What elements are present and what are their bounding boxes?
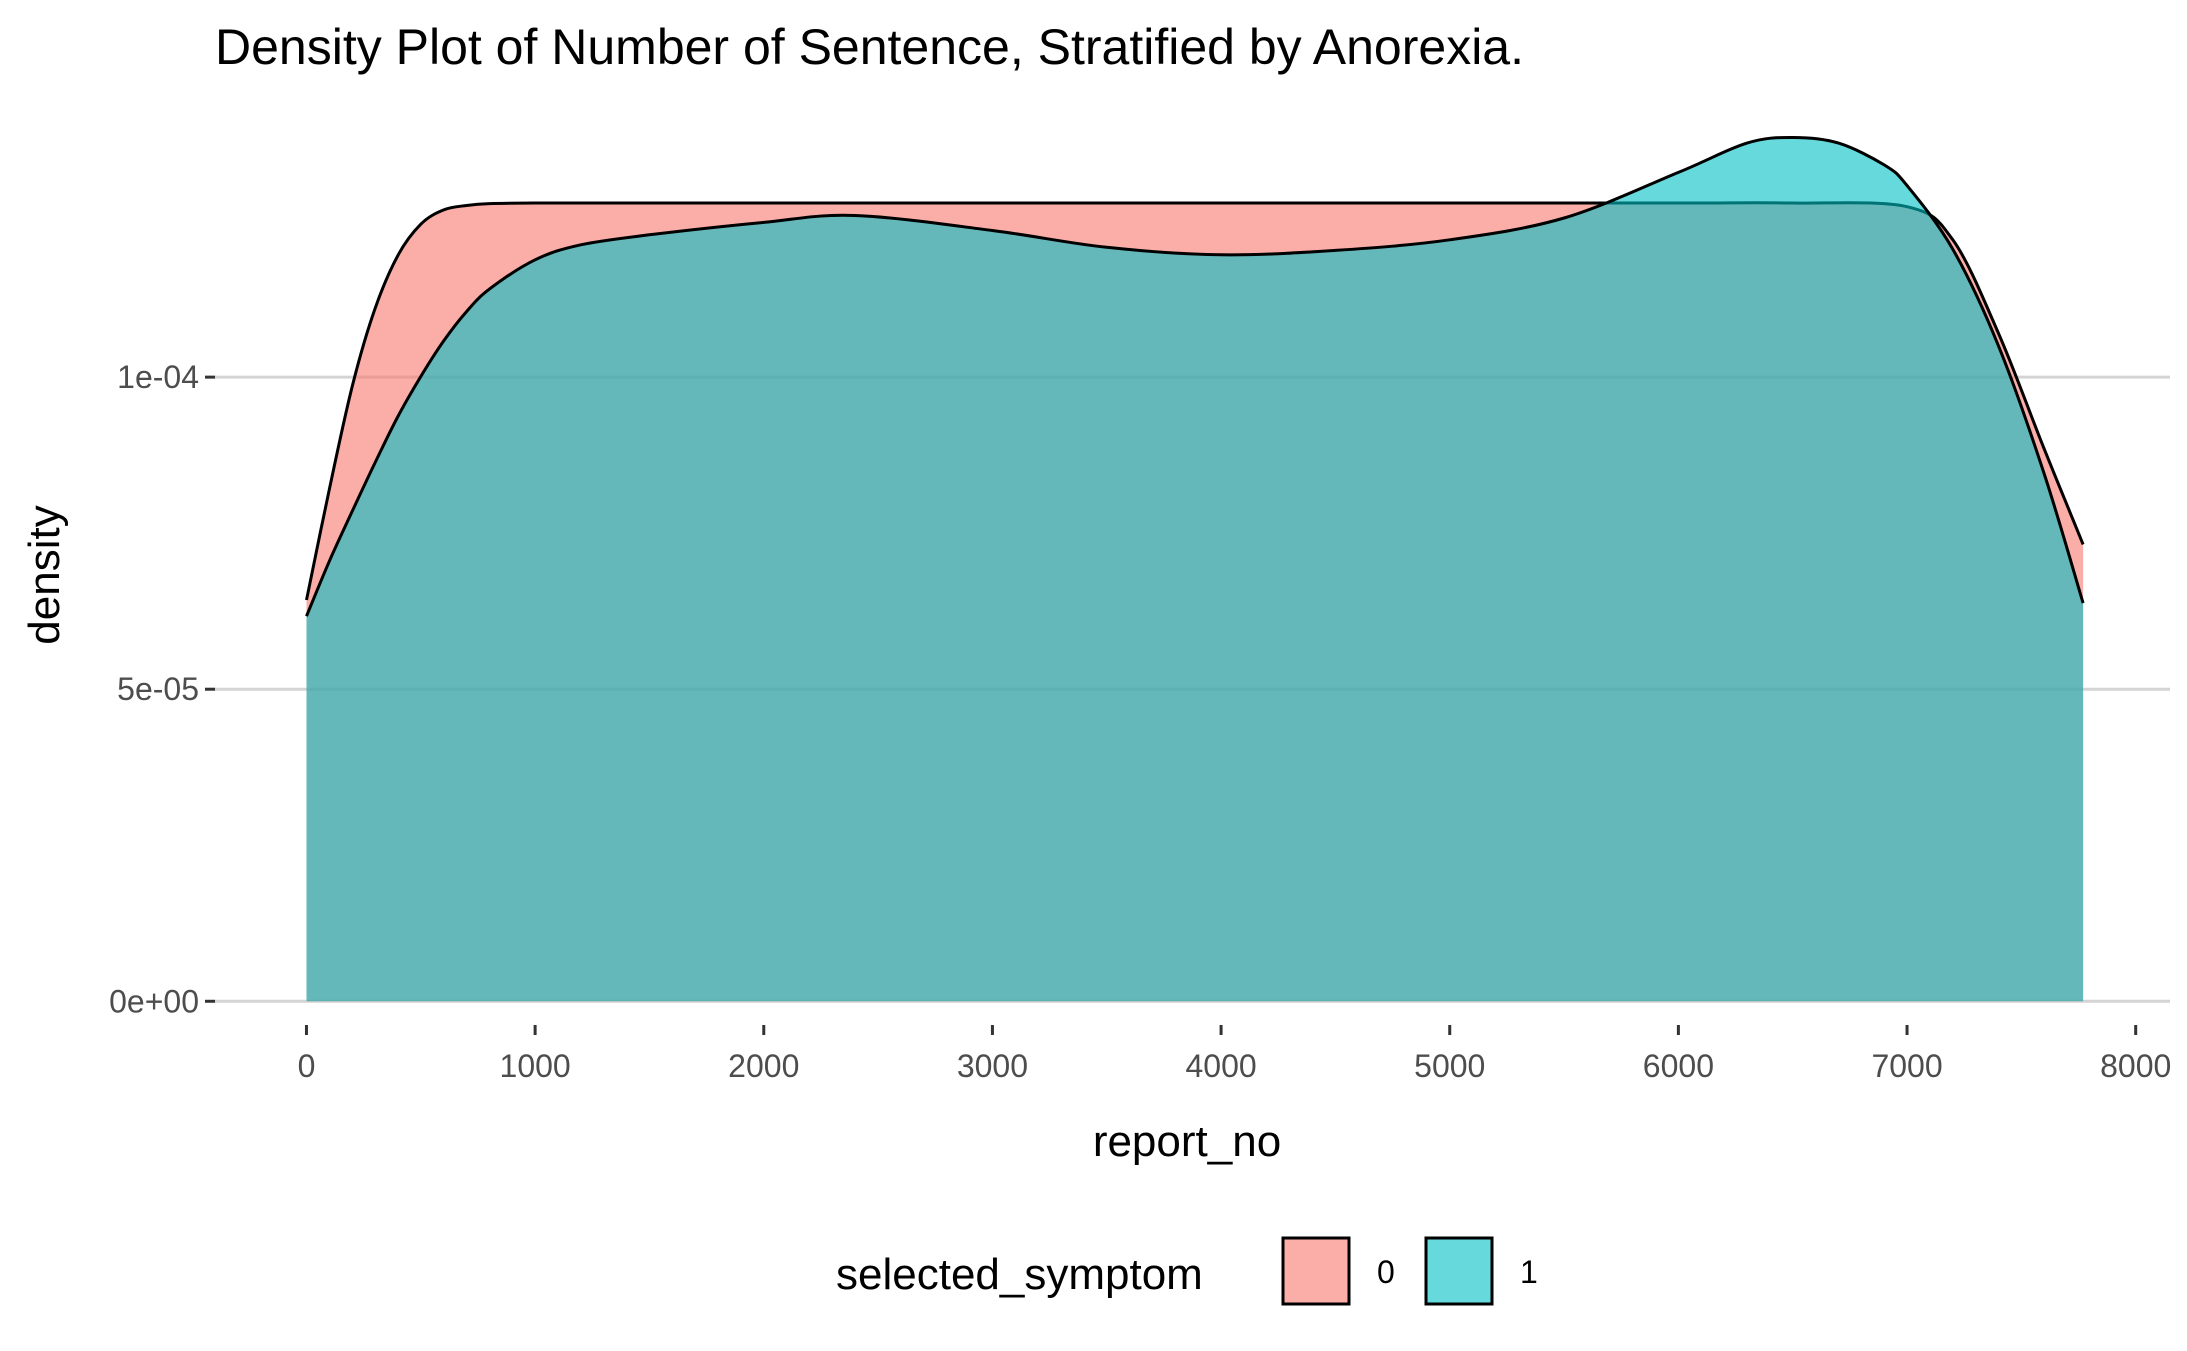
density-area-1 [306, 137, 2084, 1002]
density-line-1 [305, 135, 2085, 617]
x-tick-label: 0 [298, 1048, 316, 1084]
legend-key-0 [1281, 1236, 1351, 1306]
y-tick-label: 0e+00 [109, 983, 199, 1019]
legend-label-0: 0 [1377, 1254, 1395, 1290]
x-axis: 0 1000 2000 3000 4000 5000 6000 7000 8000 [298, 1025, 2171, 1084]
x-tick-label: 5000 [1414, 1048, 1485, 1084]
y-axis: 0e+00 5e-05 1e-04 [109, 359, 215, 1019]
y-tick-label: 1e-04 [117, 359, 199, 395]
legend: selected_symptom 0 1 [836, 1236, 1538, 1306]
chart-title: Density Plot of Number of Sentence, Stra… [215, 19, 1524, 75]
x-tick-label: 1000 [500, 1048, 571, 1084]
x-tick-label: 7000 [1871, 1048, 1942, 1084]
x-tick-label: 8000 [2100, 1048, 2171, 1084]
legend-key-1 [1424, 1236, 1494, 1306]
x-tick-label: 4000 [1185, 1048, 1256, 1084]
x-tick-label: 2000 [728, 1048, 799, 1084]
x-tick-label: 6000 [1643, 1048, 1714, 1084]
legend-label-1: 1 [1520, 1254, 1538, 1290]
legend-title: selected_symptom [836, 1250, 1203, 1299]
x-tick-label: 3000 [957, 1048, 1028, 1084]
x-axis-title: report_no [1093, 1117, 1281, 1166]
y-tick-label: 5e-05 [117, 671, 199, 707]
y-axis-title: density [20, 505, 69, 644]
density-areas [305, 135, 2085, 1002]
